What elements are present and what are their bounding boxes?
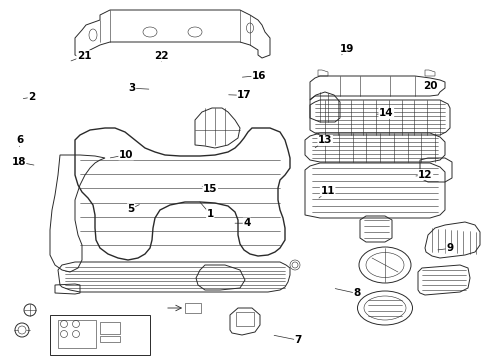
Bar [236,312,253,326]
Bar [184,303,201,313]
Bar [100,322,120,334]
Bar [50,315,150,355]
Text: 21: 21 [77,51,91,61]
Text: 9: 9 [446,243,452,253]
Text: 19: 19 [339,44,354,54]
Text: 12: 12 [417,170,432,180]
Text: 18: 18 [11,157,26,167]
Text: 1: 1 [206,209,213,219]
Bar [58,320,96,348]
Text: 11: 11 [320,186,334,196]
Text: 17: 17 [237,90,251,100]
Text: 20: 20 [422,81,437,91]
Text: 14: 14 [378,108,393,118]
Text: 2: 2 [28,92,35,102]
Text: 3: 3 [128,83,135,93]
Bar [100,336,120,342]
Text: 7: 7 [294,335,302,345]
Text: 4: 4 [243,218,250,228]
Text: 10: 10 [119,150,133,160]
Text: 5: 5 [127,204,134,214]
Text: 13: 13 [317,135,332,145]
Text: 8: 8 [353,288,360,298]
Text: 16: 16 [251,71,266,81]
Text: 15: 15 [203,184,217,194]
Text: 22: 22 [154,51,168,61]
Text: 6: 6 [16,135,23,145]
